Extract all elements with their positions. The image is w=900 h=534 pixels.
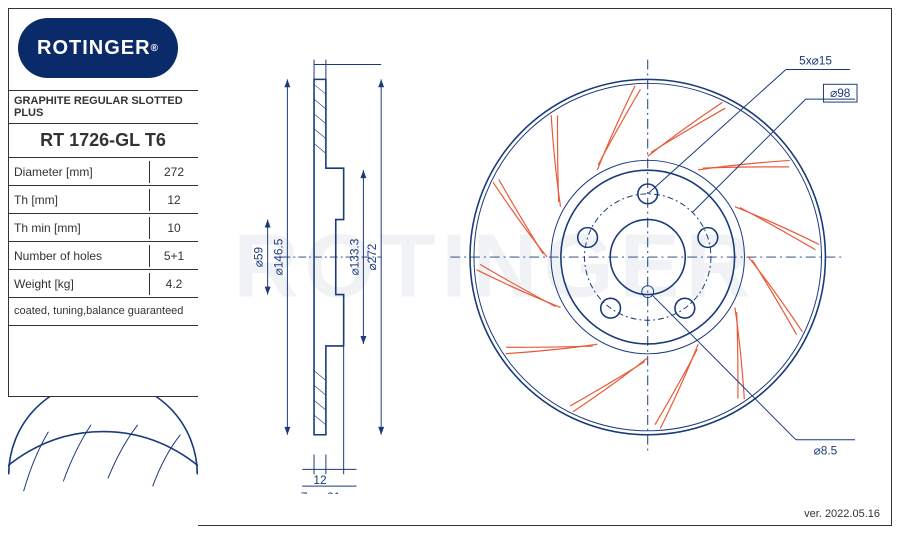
- spec-row: Diameter [mm] 272: [8, 158, 198, 186]
- dim-off7: 7: [301, 490, 308, 494]
- spec-label: Diameter [mm]: [8, 161, 150, 183]
- spec-label: Th [mm]: [8, 189, 150, 211]
- spec-value: 10: [150, 217, 198, 239]
- spec-row: Th min [mm] 10: [8, 214, 198, 242]
- spec-row: Weight [kg] 4.2: [8, 270, 198, 298]
- callout-bolts: 5x⌀15: [648, 54, 850, 194]
- callout-pcd: ⌀98: [692, 84, 857, 212]
- technical-drawing: ⌀146.5 ⌀59 ⌀133.3 ⌀272: [210, 30, 888, 494]
- spec-row: Number of holes 5+1: [8, 242, 198, 270]
- dim-th12: 12: [313, 473, 326, 487]
- note-line2: balance guaranteed: [86, 304, 183, 318]
- spec-note: coated, tuning, balance guaranteed: [8, 298, 198, 326]
- spec-row: Th [mm] 12: [8, 186, 198, 214]
- dim-d272: ⌀272: [365, 244, 379, 271]
- slot-pattern-icon: [8, 396, 198, 526]
- spec-value: 4.2: [150, 273, 198, 295]
- dim-d59: ⌀59: [252, 247, 266, 268]
- brand-logo: ROTINGER®: [18, 18, 178, 78]
- dim-d98: ⌀98: [830, 86, 851, 100]
- dim-hub21: 21: [327, 490, 340, 494]
- dim-pilot: ⌀8.5: [814, 444, 838, 458]
- version-label: ver. 2022.05.16: [804, 508, 880, 520]
- note-line1: coated, tuning,: [14, 304, 86, 318]
- front-view: 5x⌀15 ⌀98 ⌀8.5: [450, 54, 857, 458]
- spec-value: 12: [150, 189, 198, 211]
- product-line: GRAPHITE REGULAR SLOTTED PLUS: [8, 91, 198, 124]
- spec-value: 5+1: [150, 245, 198, 267]
- spec-value: 272: [150, 161, 198, 183]
- part-number: RT 1726-GL T6: [8, 124, 198, 158]
- dim-d1465: ⌀146.5: [271, 238, 285, 275]
- spec-label: Th min [mm]: [8, 217, 150, 239]
- spec-label: Number of holes: [8, 245, 150, 267]
- spec-label: Weight [kg]: [8, 273, 150, 295]
- side-view: ⌀146.5 ⌀59 ⌀133.3 ⌀272: [252, 60, 384, 494]
- spec-table: GRAPHITE REGULAR SLOTTED PLUS RT 1726-GL…: [8, 90, 198, 326]
- dim-d1333: ⌀133.3: [347, 238, 361, 275]
- dim-bolts: 5x⌀15: [799, 54, 832, 68]
- brand-text: ROTINGER: [37, 37, 151, 60]
